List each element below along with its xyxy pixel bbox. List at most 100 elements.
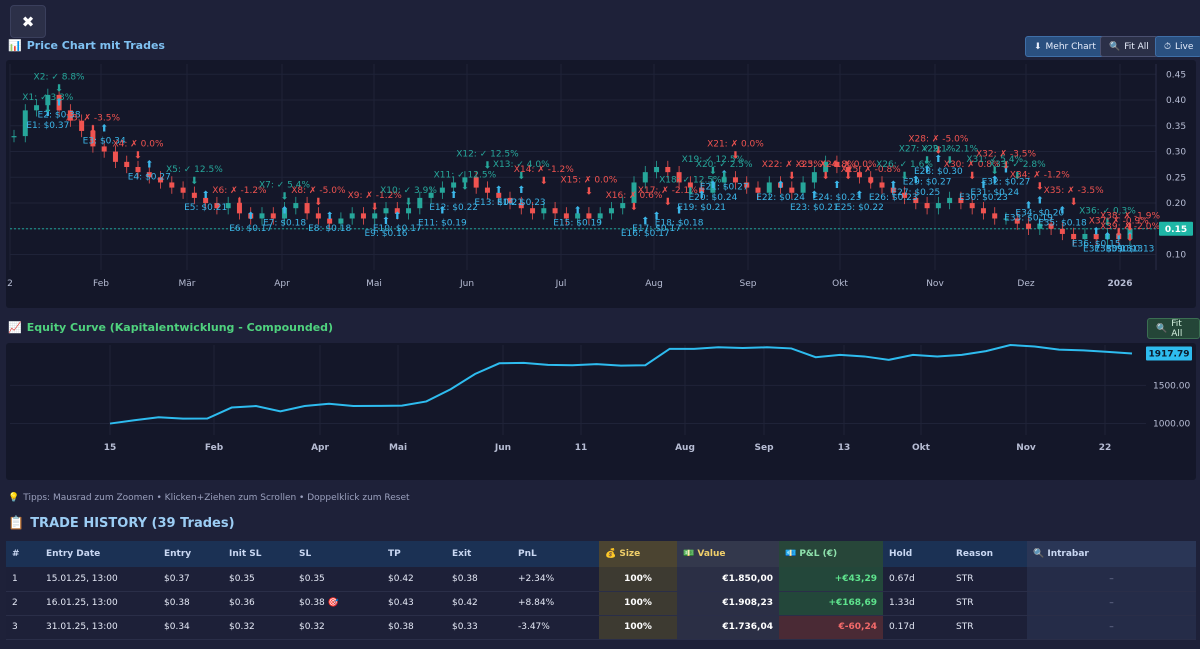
fit-all-button[interactable]: 🔍 Fit All bbox=[1100, 36, 1158, 57]
table-row[interactable]: 3 31.01.25, 13:00 $0.34 $0.32 $0.32 $0.38 $0.3… bbox=[6, 615, 1196, 640]
trade-history-title: 📋 TRADE HISTORY (39 Trades) bbox=[8, 516, 235, 531]
fit-all-label: Fit All bbox=[1124, 41, 1149, 52]
price-chart[interactable]: 2 Feb Mär Apr Mai Jun Jul Aug Sep Okt Nov Dez 2026 0.… bbox=[6, 60, 1196, 308]
cell-init-sl: $0.35 bbox=[223, 567, 293, 592]
col-entry[interactable]: Entry bbox=[158, 541, 223, 567]
exit-arrow-icon: ⬇ bbox=[540, 176, 548, 187]
live-button[interactable]: ⏱ Live bbox=[1155, 36, 1200, 57]
current-price-value: 0.15 bbox=[1165, 225, 1187, 235]
col-value[interactable]: 💵 Value bbox=[677, 541, 779, 567]
candle-body bbox=[1003, 218, 1009, 220]
entry-arrow-icon: ⬆ bbox=[833, 180, 841, 191]
col-num[interactable]: # bbox=[6, 541, 40, 567]
exit-label: X8: ✗ -5.0% bbox=[291, 186, 346, 196]
candle-body bbox=[744, 182, 750, 188]
candle-body bbox=[879, 182, 885, 188]
x-tick-label: 2026 bbox=[1107, 279, 1132, 289]
exit-label: X5: ✓ 12.5% bbox=[166, 165, 223, 175]
candle-body bbox=[766, 182, 772, 193]
exit-arrow-icon: ⬇ bbox=[1036, 181, 1044, 192]
exit-arrow-icon: ⬇ bbox=[190, 176, 198, 187]
candle-body bbox=[552, 208, 558, 214]
col-exit[interactable]: Exit bbox=[446, 541, 512, 567]
candle-body bbox=[473, 177, 479, 188]
exit-label: X31: ✓ 5.4% bbox=[966, 155, 1023, 165]
entry-label: E2: $0.38 bbox=[38, 111, 81, 121]
exit-arrow-icon: ⬇ bbox=[371, 202, 379, 213]
exit-label: X39: ✗ -2.0% bbox=[1100, 222, 1160, 232]
cell-num: 1 bbox=[6, 567, 40, 592]
exit-label: X38: ✗ -1.9% bbox=[1100, 212, 1160, 222]
col-init-sl[interactable]: Init SL bbox=[223, 541, 293, 567]
candle-body bbox=[338, 218, 344, 224]
candle-body bbox=[1104, 233, 1110, 240]
close-button[interactable]: ✖ bbox=[10, 5, 46, 38]
col-entry-date[interactable]: Entry Date bbox=[40, 541, 158, 567]
col-pl-eur[interactable]: 💶 P&L (€) bbox=[779, 541, 883, 567]
exit-label: X26: ✓ 1.6% bbox=[876, 160, 933, 170]
equity-chart[interactable]: 15 Feb Apr Mai Jun 11 Aug Sep 13 Okt Nov 22 1500.00 1… bbox=[6, 343, 1196, 480]
exit-label: X27: ✓ 2.1% bbox=[899, 145, 956, 155]
table-row[interactable]: 1 15.01.25, 13:00 $0.37 $0.35 $0.35 $0.42 $0.3… bbox=[6, 567, 1196, 592]
candle-body bbox=[180, 187, 186, 193]
candle-body bbox=[1127, 228, 1133, 240]
price-chart-panel[interactable]: 2 Feb Mär Apr Mai Jun Jul Aug Sep Okt Nov Dez 2026 0.… bbox=[6, 60, 1196, 308]
col-pnl[interactable]: PnL bbox=[512, 541, 599, 567]
cell-value: €1.736,04 bbox=[677, 615, 779, 640]
candle-body bbox=[169, 182, 175, 188]
x-tick-label: 13 bbox=[838, 443, 851, 453]
exit-arrow-icon: ⬇ bbox=[709, 166, 717, 177]
entry-label: E3: $0.34 bbox=[83, 136, 126, 146]
cell-reason: STR bbox=[950, 591, 1027, 616]
col-hold[interactable]: Hold bbox=[883, 541, 950, 567]
entry-label: E15: $0.19 bbox=[553, 219, 602, 229]
entry-label: E26: $0.23 bbox=[869, 193, 918, 203]
exit-label: X10: ✓ 3.9% bbox=[380, 186, 437, 196]
equity-chart-panel[interactable]: 15 Feb Apr Mai Jun 11 Aug Sep 13 Okt Nov 22 1500.00 1… bbox=[6, 343, 1196, 480]
equity-fit-all-label: Fit All bbox=[1171, 318, 1183, 339]
entry-label: E21: $0.27 bbox=[700, 183, 749, 193]
col-size[interactable]: 💰 Size bbox=[599, 541, 677, 567]
candle-body bbox=[496, 192, 502, 198]
candle-body bbox=[732, 177, 738, 183]
exit-arrow-icon: ⬇ bbox=[1103, 217, 1111, 228]
exit-arrow-icon: ⬇ bbox=[934, 145, 942, 156]
x-tick-label: Nov bbox=[1016, 443, 1036, 453]
col-intrabar[interactable]: 🔍 Intrabar bbox=[1027, 541, 1196, 567]
clock-icon: ⏱ bbox=[1164, 41, 1172, 52]
tips-text: Tipps: Mausrad zum Zoomen • Klicken+Zieh… bbox=[23, 493, 410, 503]
cell-tp: $0.43 bbox=[382, 591, 446, 616]
more-chart-button[interactable]: ⬇ Mehr Chart bbox=[1025, 36, 1105, 57]
candle-body bbox=[259, 213, 265, 219]
cell-num: 2 bbox=[6, 591, 40, 616]
exit-label: X32: ✗ -3.5% bbox=[976, 150, 1036, 160]
exit-arrow-icon: ⬇ bbox=[923, 156, 931, 167]
candle-body bbox=[124, 161, 130, 167]
price-chart-title-text: Price Chart mit Trades bbox=[26, 39, 165, 52]
candle-body bbox=[79, 120, 85, 131]
col-sl[interactable]: SL bbox=[293, 541, 382, 567]
entry-arrow-icon: ⬆ bbox=[44, 108, 52, 119]
exit-label: X36: ✓ 0.3% bbox=[1079, 206, 1136, 216]
candle-body bbox=[710, 182, 716, 193]
exit-arrow-icon: ⬇ bbox=[664, 197, 672, 208]
entry-arrow-icon: ⬆ bbox=[1092, 226, 1100, 237]
cell-value: €1.850,00 bbox=[677, 567, 779, 592]
cell-hold: 0.17d bbox=[883, 615, 950, 640]
cell-exit: $0.42 bbox=[446, 591, 512, 616]
candle-body bbox=[845, 167, 851, 173]
entry-arrow-icon: ⬆ bbox=[145, 159, 153, 170]
candle-body bbox=[1059, 228, 1065, 234]
x-tick-label: Mai bbox=[366, 279, 382, 289]
table-row[interactable]: 2 16.01.25, 13:00 $0.38 $0.36 $0.38 🎯 $0.43 $0… bbox=[6, 591, 1196, 616]
entry-label: E9: $0.16 bbox=[364, 229, 407, 239]
cell-pnl: -3.47% bbox=[512, 615, 599, 640]
col-reason[interactable]: Reason bbox=[950, 541, 1027, 567]
cell-entry-date: 16.01.25, 13:00 bbox=[40, 591, 158, 616]
col-tp[interactable]: TP bbox=[382, 541, 446, 567]
entry-arrow-icon: ⬆ bbox=[709, 180, 717, 191]
equity-fit-all-button[interactable]: 🔍 Fit All bbox=[1147, 318, 1200, 339]
candle-body bbox=[530, 208, 536, 214]
exit-arrow-icon: ⬇ bbox=[821, 171, 829, 182]
entry-label: E31: $0.24 bbox=[970, 188, 1019, 198]
